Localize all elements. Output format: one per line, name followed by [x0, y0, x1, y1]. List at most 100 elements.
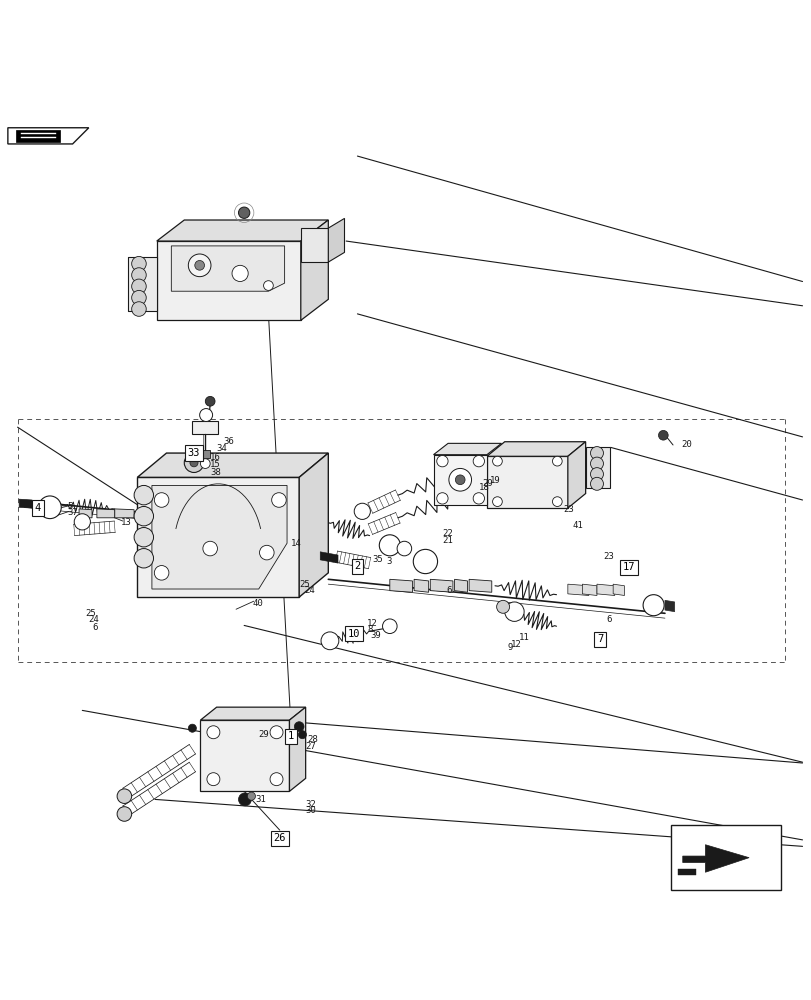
Bar [199, 450, 210, 458]
Text: 27: 27 [305, 742, 316, 751]
Circle shape [188, 254, 211, 277]
Text: 37: 37 [67, 508, 79, 517]
Circle shape [436, 455, 448, 467]
Polygon shape [157, 220, 328, 241]
Circle shape [298, 731, 306, 739]
Circle shape [260, 545, 274, 560]
Circle shape [131, 279, 146, 294]
Circle shape [642, 595, 663, 616]
Circle shape [238, 793, 251, 806]
Text: 9: 9 [508, 643, 513, 652]
Circle shape [117, 807, 131, 821]
Text: 39: 39 [370, 631, 380, 640]
Circle shape [203, 541, 217, 556]
Circle shape [131, 302, 146, 316]
Polygon shape [200, 720, 289, 791]
Polygon shape [682, 845, 749, 872]
Circle shape [134, 485, 153, 505]
Circle shape [473, 493, 484, 504]
Circle shape [270, 726, 283, 739]
Circle shape [134, 528, 153, 547]
Text: 29: 29 [259, 730, 269, 739]
Text: 21: 21 [442, 536, 453, 545]
Text: 41: 41 [572, 521, 583, 530]
Circle shape [74, 514, 90, 530]
Circle shape [39, 496, 61, 519]
Polygon shape [469, 579, 491, 592]
Polygon shape [300, 228, 328, 262]
Polygon shape [585, 447, 609, 488]
Circle shape [207, 726, 220, 739]
Text: 31: 31 [255, 795, 266, 804]
Circle shape [413, 549, 437, 574]
Text: 5: 5 [67, 502, 73, 511]
Circle shape [131, 256, 146, 271]
Text: 28: 28 [307, 735, 318, 744]
Polygon shape [97, 509, 114, 518]
Circle shape [492, 456, 502, 466]
Circle shape [154, 493, 169, 507]
Polygon shape [300, 220, 328, 320]
Circle shape [200, 409, 212, 422]
Circle shape [382, 619, 397, 634]
Polygon shape [8, 128, 88, 144]
Text: 4: 4 [35, 503, 41, 513]
Circle shape [134, 549, 153, 568]
Polygon shape [567, 442, 585, 508]
Circle shape [436, 493, 448, 504]
Text: 11: 11 [519, 633, 530, 642]
Text: 6: 6 [92, 623, 98, 632]
Text: 34: 34 [217, 444, 227, 453]
Text: 36: 36 [223, 437, 234, 446]
Circle shape [247, 792, 255, 800]
Text: 32: 32 [305, 800, 316, 809]
Circle shape [195, 260, 204, 270]
Polygon shape [200, 707, 305, 720]
Polygon shape [128, 257, 157, 311]
Polygon shape [289, 707, 305, 791]
Text: 7: 7 [596, 634, 603, 644]
Text: 23: 23 [562, 505, 573, 514]
Text: 23: 23 [603, 552, 613, 561]
Text: 12: 12 [367, 619, 377, 628]
Text: 17: 17 [622, 562, 635, 572]
Circle shape [379, 535, 400, 556]
Polygon shape [137, 453, 328, 477]
Polygon shape [79, 509, 92, 518]
Polygon shape [454, 579, 467, 592]
Circle shape [188, 724, 196, 732]
Circle shape [492, 497, 502, 506]
Circle shape [272, 493, 286, 507]
Polygon shape [192, 421, 218, 434]
Circle shape [131, 290, 146, 305]
Circle shape [270, 773, 283, 786]
Text: 13: 13 [121, 518, 131, 527]
Circle shape [131, 268, 146, 282]
Text: 26: 26 [273, 833, 285, 843]
Circle shape [658, 430, 667, 440]
Circle shape [190, 459, 198, 467]
Circle shape [264, 281, 273, 290]
Polygon shape [430, 579, 453, 592]
Text: 29: 29 [482, 479, 492, 488]
Circle shape [590, 447, 603, 460]
Circle shape [200, 459, 210, 468]
Polygon shape [596, 584, 614, 595]
Polygon shape [487, 442, 585, 456]
Text: 24: 24 [88, 615, 100, 624]
Circle shape [551, 497, 561, 506]
Circle shape [207, 773, 220, 786]
Circle shape [504, 602, 524, 621]
Polygon shape [677, 869, 695, 875]
Polygon shape [581, 584, 596, 595]
Text: 25: 25 [298, 580, 310, 589]
Polygon shape [414, 579, 428, 592]
Text: 25: 25 [85, 609, 97, 618]
Polygon shape [664, 600, 674, 612]
Text: 19: 19 [490, 476, 500, 485]
Circle shape [590, 457, 603, 470]
Text: 6: 6 [446, 586, 451, 595]
Text: 20: 20 [680, 440, 691, 449]
Circle shape [455, 475, 465, 485]
Circle shape [134, 506, 153, 526]
